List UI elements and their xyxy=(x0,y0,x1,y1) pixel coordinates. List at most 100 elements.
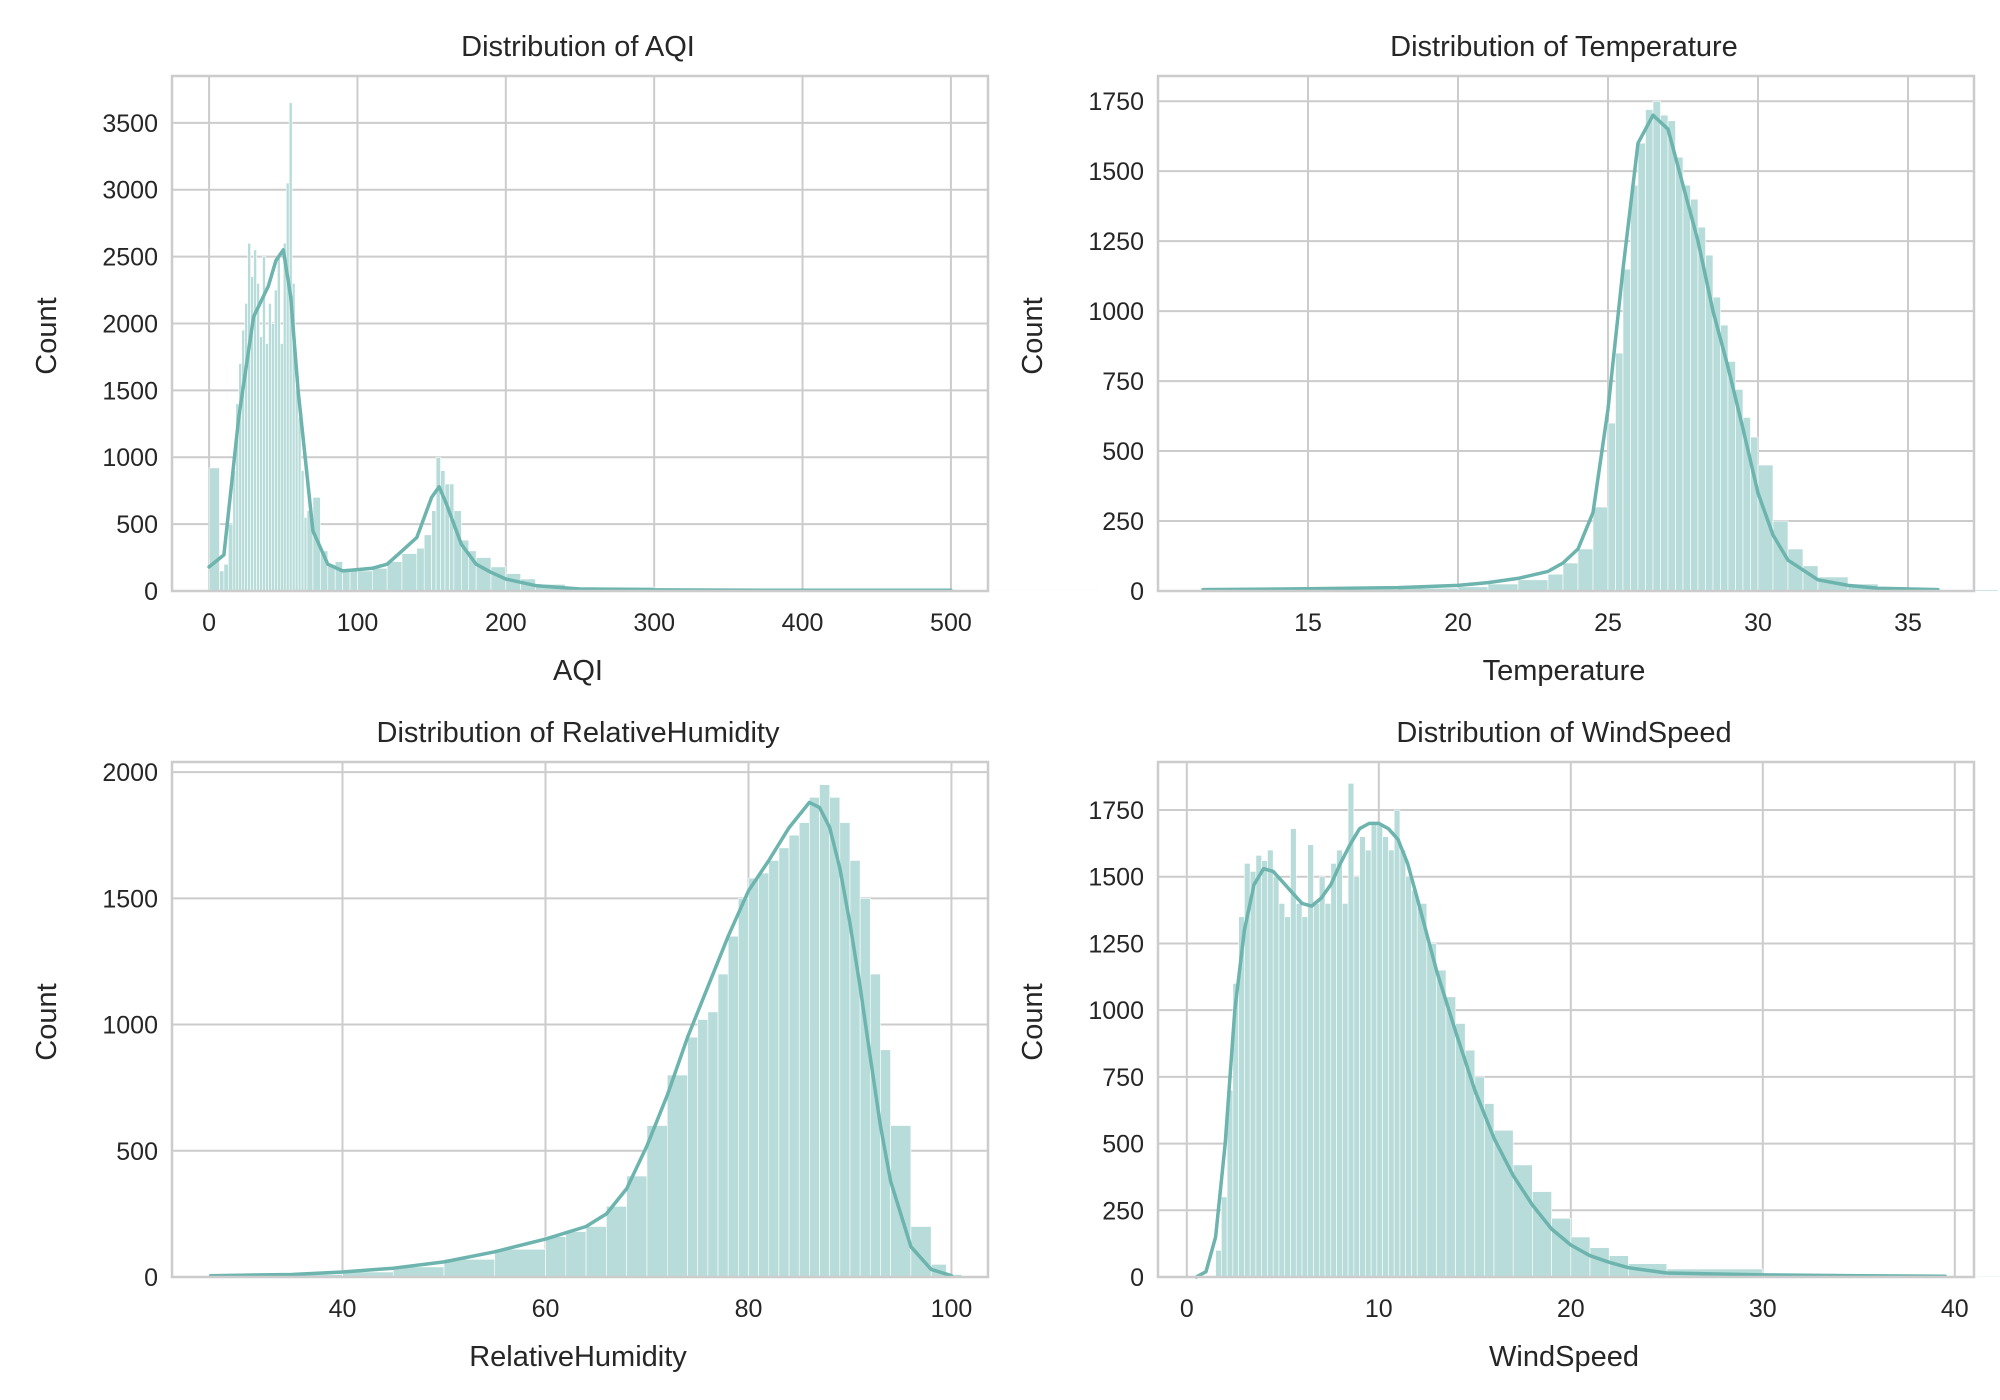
plot-frame xyxy=(170,74,990,593)
histogram-bar xyxy=(282,242,287,592)
histogram-bar xyxy=(357,570,373,592)
histogram-bar xyxy=(349,569,358,592)
histogram-bar xyxy=(687,1036,699,1278)
y-axis-label: Count xyxy=(31,983,63,1060)
histogram-bar xyxy=(758,872,770,1278)
histogram-bar xyxy=(1577,548,1594,592)
histogram-bar xyxy=(666,1074,688,1278)
y-tick-label: 2500 xyxy=(102,244,158,272)
histogram-bar xyxy=(1637,142,1646,592)
plot-frame xyxy=(170,760,990,1279)
plot-frame xyxy=(1156,760,1976,1279)
histogram-bar xyxy=(1267,849,1274,1278)
x-tick-label: 30 xyxy=(1749,1295,1777,1323)
histogram-bar xyxy=(1301,916,1309,1278)
histogram-bar xyxy=(798,822,810,1278)
histogram-bar xyxy=(1284,916,1291,1278)
y-tick-label: 250 xyxy=(1102,1197,1144,1225)
histogram-bar xyxy=(259,336,263,592)
histogram-bar xyxy=(1445,996,1456,1278)
histogram-bar xyxy=(431,510,437,592)
y-tick-label: 1500 xyxy=(102,377,158,405)
chart-title: Distribution of WindSpeed xyxy=(1396,717,1731,749)
histogram-bar xyxy=(1630,184,1639,592)
y-tick-label: 1500 xyxy=(1088,158,1144,186)
histogram-bar xyxy=(565,1231,587,1278)
y-tick-label: 500 xyxy=(116,511,158,539)
histogram-bar xyxy=(1399,849,1406,1278)
histogram-bar xyxy=(244,303,248,592)
histogram-bar xyxy=(819,784,830,1278)
histogram-bar xyxy=(1353,876,1360,1278)
histogram-bar xyxy=(1336,849,1343,1278)
histogram-bar xyxy=(280,343,284,592)
kde-curve xyxy=(1194,821,1947,1279)
histogram-bar xyxy=(294,390,299,592)
aqi-histogram-panel: 0 100 200 300 400 500 0 500 1000 1500 2000 2500 3000… xyxy=(31,31,1100,687)
x-tick-label: 40 xyxy=(329,1295,357,1323)
histogram-bar xyxy=(1667,120,1676,592)
temperature-histogram-panel: 15 20 25 30 35 0 250 500 750 1000 1250 1500 1750 Dis… xyxy=(1017,31,1999,687)
histogram-bar xyxy=(265,343,269,592)
histogram-bar xyxy=(717,973,729,1278)
kde-curve xyxy=(208,800,954,1278)
histogram-bar xyxy=(1622,268,1631,592)
histogram-bar xyxy=(1376,823,1383,1278)
histogram-bar xyxy=(386,561,403,592)
y-tick-label: 500 xyxy=(1102,438,1144,466)
histogram-bar xyxy=(423,534,432,592)
x-tick-label: 400 xyxy=(782,609,824,637)
histogram-bar xyxy=(371,567,388,592)
histogram-bar xyxy=(1416,903,1428,1278)
histogram-bar xyxy=(1215,1250,1222,1278)
histogram-bar xyxy=(1660,114,1669,592)
histogram-bar xyxy=(1690,198,1699,592)
histogram-bar xyxy=(223,563,229,592)
chart-title: Distribution of AQI xyxy=(461,31,695,63)
x-tick-label: 25 xyxy=(1594,609,1622,637)
y-tick-label: 1250 xyxy=(1088,930,1144,958)
histogram-bar xyxy=(271,323,275,592)
y-tick-label: 1000 xyxy=(102,1012,158,1040)
y-tick-label: 250 xyxy=(1102,508,1144,536)
y-tick-label: 500 xyxy=(1102,1131,1144,1159)
histogram-bar xyxy=(277,256,281,592)
histogram-bar xyxy=(297,416,302,592)
windspeed-histogram-panel: 0 10 20 30 40 0 250 500 750 1000 1250 1500 1750 Dist… xyxy=(1017,717,2000,1373)
y-tick-label: 1500 xyxy=(102,885,158,913)
y-axis-label: Count xyxy=(31,297,63,374)
y-tick-label: 750 xyxy=(1102,1064,1144,1092)
histogram-bar xyxy=(1359,836,1366,1278)
y-tick-label: 1000 xyxy=(1088,997,1144,1025)
histogram-bar xyxy=(1697,226,1706,592)
y-tick-label: 1750 xyxy=(1088,797,1144,825)
x-tick-label: 300 xyxy=(633,609,675,637)
x-axis-label: RelativeHumidity xyxy=(469,1341,687,1373)
x-tick-label: 100 xyxy=(931,1295,973,1323)
histogram-bar xyxy=(475,557,492,592)
histogram-bar xyxy=(268,303,272,592)
histogram-bar xyxy=(494,1248,546,1278)
y-tick-label: 0 xyxy=(144,578,158,606)
histogram-bar xyxy=(1532,1191,1552,1278)
histogram-bar xyxy=(707,1011,719,1278)
histogram-bar xyxy=(1382,836,1389,1278)
histogram-bar xyxy=(697,1019,709,1278)
y-tick-label: 1500 xyxy=(1088,864,1144,892)
histogram-bar xyxy=(1370,823,1378,1278)
histogram-bar xyxy=(626,1175,648,1278)
x-tick-label: 15 xyxy=(1294,609,1322,637)
y-tick-label: 1750 xyxy=(1088,88,1144,116)
histogram-bar xyxy=(1318,876,1326,1278)
histogram-bar xyxy=(1342,903,1349,1278)
y-tick-label: 0 xyxy=(1130,578,1144,606)
x-tick-label: 20 xyxy=(1444,609,1472,637)
histogram-bar xyxy=(1272,876,1280,1278)
plot-frame xyxy=(1156,74,1976,593)
histogram-bar xyxy=(646,1125,668,1278)
histogram-bar xyxy=(1347,783,1355,1278)
histogram-bar xyxy=(219,570,225,592)
histogram-bar xyxy=(890,1125,912,1278)
